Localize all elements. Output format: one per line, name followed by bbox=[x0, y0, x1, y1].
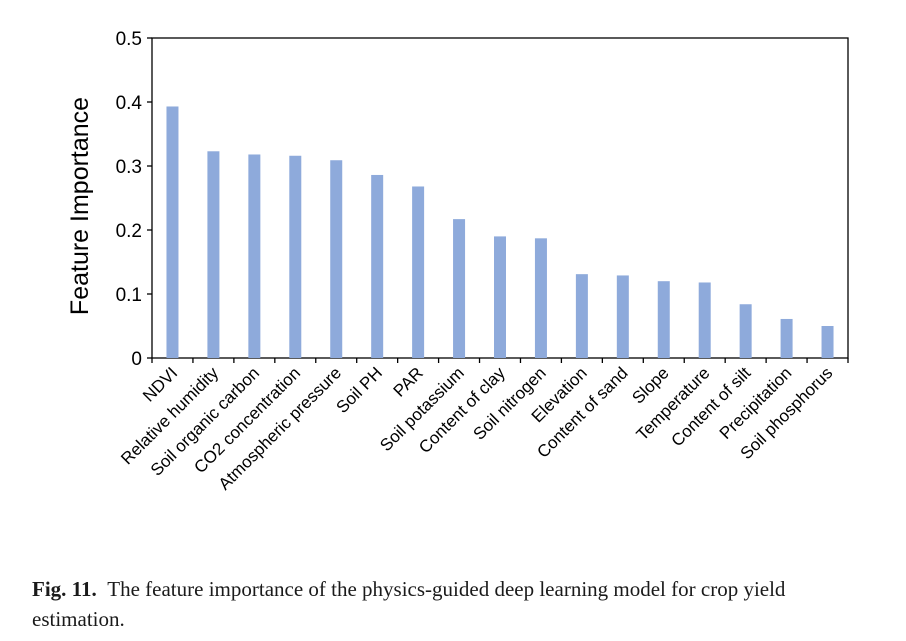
y-tick-label: 0.4 bbox=[116, 93, 143, 114]
y-tick-label: 0.5 bbox=[116, 29, 142, 50]
bar bbox=[534, 238, 547, 358]
bar bbox=[616, 275, 629, 358]
bar bbox=[494, 236, 506, 358]
bar bbox=[821, 326, 834, 358]
bar bbox=[575, 274, 588, 358]
bar bbox=[166, 106, 179, 358]
x-tick-label: PAR bbox=[390, 363, 427, 400]
bar bbox=[453, 219, 466, 358]
bar bbox=[289, 155, 302, 358]
bar bbox=[330, 160, 343, 358]
bar bbox=[371, 174, 384, 358]
y-axis-title: Feature Importance bbox=[66, 97, 94, 315]
caption-text: The feature importance of the physics-gu… bbox=[32, 577, 786, 631]
bar bbox=[412, 186, 425, 358]
bar bbox=[207, 151, 220, 358]
y-tick-label: 0.3 bbox=[116, 157, 142, 178]
y-axis: 0 0.1 0.2 0.3 0.4 0.5 bbox=[116, 29, 152, 370]
bar bbox=[698, 282, 711, 358]
bar bbox=[780, 318, 793, 358]
caption-label: Fig. 11. bbox=[32, 577, 97, 601]
y-tick-label: 0.1 bbox=[116, 285, 142, 306]
bar bbox=[739, 304, 752, 358]
bars bbox=[166, 106, 834, 358]
x-tick-label: Soil PH bbox=[332, 363, 386, 417]
bar bbox=[657, 281, 670, 358]
y-tick-label: 0.2 bbox=[116, 221, 142, 242]
bar bbox=[248, 154, 261, 358]
figure-caption: Fig. 11. The feature importance of the p… bbox=[32, 574, 882, 634]
y-tick-label: 0 bbox=[131, 349, 142, 370]
